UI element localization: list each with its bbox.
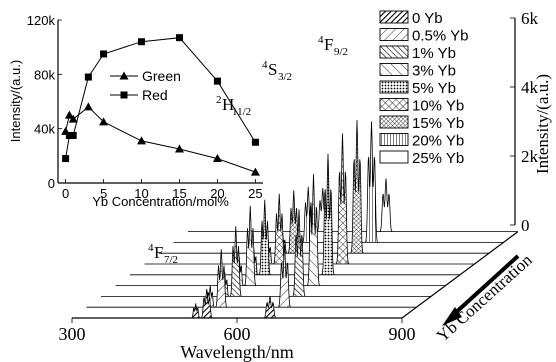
spectrum-slice bbox=[101, 209, 431, 297]
legend-label: 1% Yb bbox=[412, 45, 456, 62]
annotation-base: F bbox=[154, 243, 163, 262]
inset-x-tick-label: 10 bbox=[134, 186, 148, 201]
inset-x-tick-label: 20 bbox=[210, 186, 224, 201]
annotation-base: H bbox=[222, 95, 234, 114]
inset-marker-square bbox=[138, 38, 146, 46]
legend-swatch bbox=[379, 133, 409, 146]
legend-swatch bbox=[379, 10, 409, 24]
inset-marker-square bbox=[175, 34, 183, 42]
inset-x-tick-label: 25 bbox=[248, 186, 262, 201]
inset-marker-triangle bbox=[68, 114, 78, 123]
legend-label: 10% Yb bbox=[412, 98, 464, 115]
inset-marker-triangle bbox=[83, 102, 93, 111]
y-tick-label: 4k bbox=[521, 78, 539, 97]
annotation-label: 4 S 3/2 bbox=[262, 59, 292, 83]
labels: 300 600 900 Wavelength/nm 0 2k 4k 6k Intensity/(… bbox=[59, 9, 553, 362]
inset-legend-marker bbox=[119, 71, 129, 80]
inset-marker-triangle bbox=[64, 110, 74, 119]
legend-swatch bbox=[379, 150, 409, 164]
legend-swatch bbox=[379, 63, 409, 76]
inset-marker-triangle bbox=[99, 117, 109, 126]
legend-swatch bbox=[379, 45, 409, 59]
inset-plot: 0 5 10 15 20 25 0 40k 80k 120k Yb Concentration/mo… bbox=[8, 13, 263, 209]
inset-marker-square bbox=[69, 131, 77, 139]
inset-y-tick-label: 120k bbox=[27, 13, 56, 28]
inset-marker-square bbox=[100, 50, 108, 58]
legend-label: 25% Yb bbox=[412, 150, 464, 167]
depth-axis-line bbox=[401, 231, 519, 319]
y-axis-title: Intensity/(a.u.) bbox=[533, 74, 552, 174]
inset-y-axis-title: Intensity/(a.u.) bbox=[8, 60, 23, 142]
legend-label: 5% Yb bbox=[412, 80, 456, 97]
legend-label: 20% Yb bbox=[412, 133, 464, 150]
annotation-sup: 4 bbox=[318, 34, 324, 46]
legend-swatch bbox=[379, 98, 409, 111]
x-tick-label: 900 bbox=[389, 324, 416, 344]
annotation-sub: 7/2 bbox=[164, 254, 178, 266]
y-tick-label: 0 bbox=[521, 216, 530, 235]
annotation-label: 4 F 7/2 bbox=[148, 242, 178, 266]
inset-x-axis-title: Yb Concentration/mol% bbox=[92, 194, 229, 209]
inset-y-tick-label: 40k bbox=[34, 122, 55, 137]
inset-marker-triangle bbox=[250, 167, 260, 176]
spectrum-line bbox=[101, 209, 431, 297]
legend-swatch bbox=[379, 28, 409, 41]
annotation-label: 4 F 9/2 bbox=[318, 34, 348, 58]
inset-x-tick-label: 15 bbox=[172, 186, 186, 201]
annotation-sub: 11/2 bbox=[232, 106, 251, 118]
annotation-sup: 4 bbox=[148, 242, 154, 254]
annotation-sup: 2 bbox=[216, 94, 222, 106]
legend-label: 15% Yb bbox=[412, 115, 464, 132]
inset-series-line bbox=[65, 106, 256, 173]
inset-y-tick-label: 80k bbox=[34, 67, 55, 82]
main-3d-plot bbox=[71, 17, 520, 326]
legend-label: 3% Yb bbox=[412, 63, 456, 80]
arrow-head-icon bbox=[442, 307, 462, 326]
y-tick-label: 6k bbox=[521, 9, 539, 28]
inset-marker-square bbox=[213, 77, 221, 85]
inset-marker-square bbox=[62, 155, 70, 163]
annotation-sub: 3/2 bbox=[278, 71, 292, 83]
inset-marker-triangle bbox=[212, 154, 222, 163]
x-tick-label: 300 bbox=[59, 324, 86, 344]
annotation-sub: 9/2 bbox=[334, 46, 348, 58]
concentration-arrow bbox=[450, 254, 520, 318]
x-tick-label: 600 bbox=[224, 324, 251, 344]
inset-legend-marker bbox=[120, 91, 128, 99]
inset-y-tick-label: 0 bbox=[48, 176, 55, 191]
legend-label: 0.5% Yb bbox=[412, 28, 468, 45]
inset-x-tick-label: 5 bbox=[100, 186, 107, 201]
inset-marker-triangle bbox=[174, 144, 184, 153]
legend-swatch bbox=[379, 80, 409, 94]
annotation-sup: 4 bbox=[262, 59, 268, 71]
x-axis-title: Wavelength/nm bbox=[180, 342, 294, 362]
inset-x-tick-label: 0 bbox=[62, 186, 69, 201]
inset-legend-label: Red bbox=[142, 87, 168, 103]
inset-marker-square bbox=[84, 73, 92, 81]
annotation-label: 2 H11/2 bbox=[216, 94, 251, 118]
legend-swatch bbox=[379, 115, 409, 129]
inset-marker-square bbox=[251, 138, 259, 146]
legend-label: 0 Yb bbox=[412, 10, 443, 27]
spectrum-line bbox=[86, 244, 417, 308]
inset-marker-triangle bbox=[137, 136, 147, 145]
inset-legend-label: Green bbox=[142, 68, 181, 84]
y-tick-label: 2k bbox=[521, 147, 539, 166]
spectrum-slice bbox=[86, 244, 417, 308]
inset-marker-square bbox=[65, 131, 73, 139]
annotation-base: S bbox=[268, 60, 277, 79]
annotation-base: F bbox=[324, 35, 333, 54]
